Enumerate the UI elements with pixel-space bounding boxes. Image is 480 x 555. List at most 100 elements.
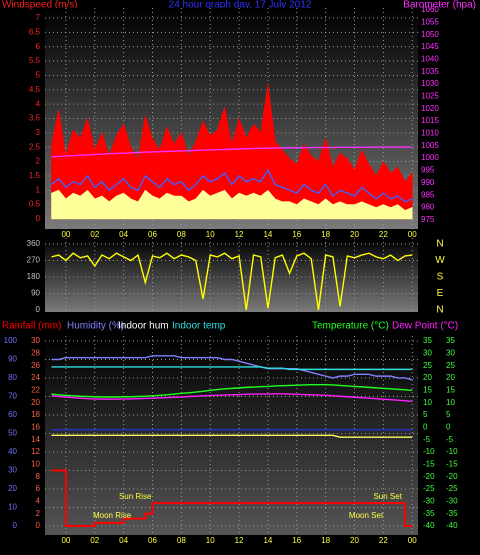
y2-tick-label: 35 [423, 336, 432, 345]
y-tick-label: 90 [8, 355, 17, 364]
y-tick-label: 1 [36, 185, 41, 194]
y3-tick-label: 18 [31, 410, 40, 419]
y4-tick-label: 25 [446, 361, 455, 370]
y4-tick-label: 20 [446, 373, 455, 382]
x-tick-label: 06 [148, 230, 157, 239]
series-area [51, 84, 413, 220]
y2-tick-label: -5 [423, 435, 431, 444]
x-tick-label: 14 [263, 536, 272, 545]
y2-tick-label: 1040 [421, 54, 439, 63]
y-tick-label: 30 [8, 466, 17, 475]
series-line [51, 383, 413, 398]
y2-tick-label: 975 [421, 215, 435, 224]
y-tick-label: 180 [27, 272, 41, 281]
y2-tick-label: -40 [423, 521, 435, 530]
y2-tick-label: 15 [423, 385, 432, 394]
y2-tick-label: 0 [423, 422, 428, 431]
y2-tick-label: 1015 [421, 116, 439, 125]
y-axis-label: Windspeed (m/s) [2, 0, 78, 11]
y3-tick-label: 2 [36, 509, 41, 518]
series-line [51, 252, 413, 311]
legend-entry: Temperature (°C) [312, 321, 389, 332]
series-line [51, 168, 413, 203]
y4-tick-label: 0 [446, 422, 451, 431]
x-tick-label: 18 [321, 230, 330, 239]
y-tick-label: 60 [8, 410, 17, 419]
y2-tick-label: 1005 [421, 141, 439, 150]
y4-tick-label: -40 [446, 521, 458, 530]
series-area [51, 189, 413, 220]
x-tick-label: 02 [90, 230, 99, 239]
y-tick-label: 6.5 [29, 28, 41, 37]
x-tick-label: 18 [321, 536, 330, 545]
x-tick-label: 16 [292, 230, 301, 239]
y2-tick-label: -20 [423, 472, 435, 481]
y-tick-label: 70 [8, 392, 17, 401]
y2-tick-label: 1035 [421, 67, 439, 76]
y2-axis-label: Barometer (hpa) [403, 0, 476, 11]
legend-entry: Humidity (%) [67, 321, 124, 332]
y-tick-label: 7 [36, 13, 41, 22]
y-tick-label: 90 [31, 289, 40, 298]
series-line [51, 434, 413, 438]
y4-tick-label: 30 [446, 348, 455, 357]
y2-tick-label: -10 [423, 447, 435, 456]
x-tick-label: 00 [408, 230, 417, 239]
y-tick-label: 0.5 [29, 200, 41, 209]
y-tick-label: 1.5 [29, 171, 41, 180]
x-tick-label: 02 [90, 536, 99, 545]
y-tick-label: 100 [4, 336, 18, 345]
y2-tick-label: S [437, 272, 444, 283]
y3-tick-label: 6 [36, 484, 41, 493]
y-tick-label: 3.5 [29, 114, 41, 123]
series-line [51, 355, 413, 381]
y2-tick-label: 1025 [421, 92, 439, 101]
x-tick-label: 12 [235, 230, 244, 239]
y-tick-label: 4.5 [29, 85, 41, 94]
x-tick-label: 22 [379, 536, 388, 545]
y4-tick-label: 35 [446, 336, 455, 345]
y-tick-label: 360 [27, 239, 41, 248]
y3-tick-label: 24 [31, 373, 40, 382]
legend-entry: Rainfall (mm) [2, 321, 61, 332]
y4-tick-label: 15 [446, 385, 455, 394]
y3-tick-label: 28 [31, 348, 40, 357]
y3-tick-label: 26 [31, 361, 40, 370]
y2-tick-label: 1010 [421, 129, 439, 138]
y-tick-label: 2.5 [29, 142, 41, 151]
y-tick-label: 40 [8, 447, 17, 456]
x-tick-label: 22 [379, 230, 388, 239]
x-tick-label: 00 [61, 230, 70, 239]
y3-tick-label: 30 [31, 336, 40, 345]
annotation: Moon Set [349, 511, 384, 520]
y4-tick-label: -20 [446, 472, 458, 481]
y4-tick-label: -35 [446, 509, 458, 518]
series-line [51, 469, 413, 527]
y4-tick-label: -15 [446, 459, 458, 468]
y3-tick-label: 8 [36, 472, 41, 481]
y-tick-label: 0 [36, 305, 41, 314]
y2-tick-label: 1055 [421, 17, 439, 26]
y2-tick-label: 1000 [421, 153, 439, 162]
y2-tick-label: 1045 [421, 42, 439, 51]
y3-tick-label: 12 [31, 447, 40, 456]
x-tick-label: 20 [350, 536, 359, 545]
plot-area [45, 238, 418, 312]
y-tick-label: 50 [8, 429, 17, 438]
y2-tick-label: 1050 [421, 30, 439, 39]
y-tick-label: 5.5 [29, 56, 41, 65]
y3-tick-label: 16 [31, 422, 40, 431]
y2-tick-label: 995 [421, 166, 435, 175]
y-tick-label: 3 [36, 128, 41, 137]
y-tick-label: 2 [36, 157, 41, 166]
x-tick-label: 20 [350, 230, 359, 239]
annotation: Sun Rise [119, 492, 152, 501]
y4-tick-label: -30 [446, 496, 458, 505]
annotation: Sun Set [373, 492, 402, 501]
y2-tick-label: 980 [421, 203, 435, 212]
annotation: Moon Rise [93, 511, 132, 520]
y2-tick-label: 30 [423, 348, 432, 357]
y-tick-label: 80 [8, 373, 17, 382]
